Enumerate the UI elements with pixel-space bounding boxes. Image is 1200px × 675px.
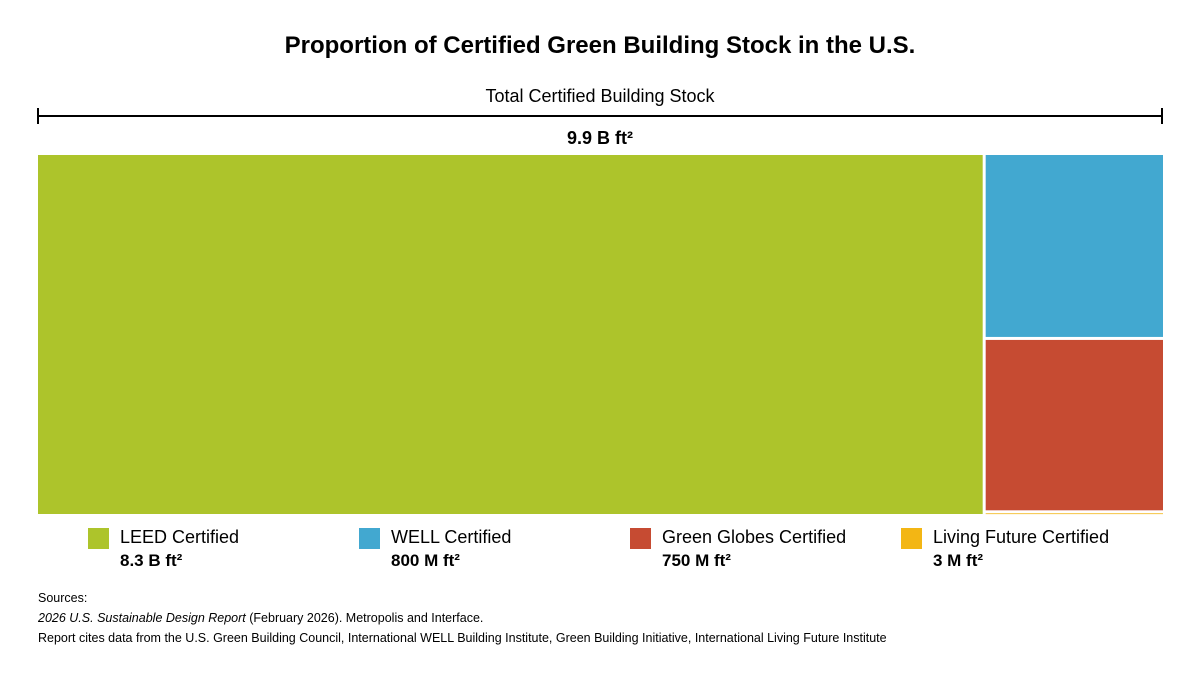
legend-label-green-globes: Green Globes Certified xyxy=(662,527,847,547)
treemap-block-living-future xyxy=(985,513,1163,515)
legend-label-well: WELL Certified xyxy=(391,527,512,547)
treemap-chart xyxy=(38,155,1163,515)
total-stock-label: Total Certified Building Stock xyxy=(485,86,715,106)
total-span-bracket xyxy=(37,108,1163,124)
sources-note: Sources: 2026 U.S. Sustainable Design Re… xyxy=(38,588,887,648)
legend-swatch-living-future xyxy=(901,528,922,549)
treemap-block-well xyxy=(985,155,1163,337)
legend-label-living-future: Living Future Certified xyxy=(933,527,1110,547)
legend-label-leed: LEED Certified xyxy=(120,527,240,547)
legend-value-leed: 8.3 B ft² xyxy=(120,551,183,570)
sources-citation: 2026 U.S. Sustainable Design Report (Feb… xyxy=(38,608,887,628)
sources-heading: Sources: xyxy=(38,591,88,605)
legend-swatch-leed xyxy=(88,528,109,549)
sources-data-note: Report cites data from the U.S. Green Bu… xyxy=(38,631,887,645)
legend-value-green-globes: 750 M ft² xyxy=(662,551,731,570)
legend-swatch-green-globes xyxy=(630,528,651,549)
report-details: (February 2026). Metropolis and Interfac… xyxy=(245,611,484,625)
treemap-block-green-globes xyxy=(985,339,1163,511)
legend-value-well: 800 M ft² xyxy=(391,551,460,570)
legend-swatch-well xyxy=(359,528,380,549)
treemap-block-leed xyxy=(38,155,983,514)
total-stock-value: 9.9 B ft² xyxy=(566,128,633,148)
legend-value-living-future: 3 M ft² xyxy=(933,551,984,570)
report-title: 2026 U.S. Sustainable Design Report xyxy=(38,611,246,625)
chart-title: Proportion of Certified Green Building S… xyxy=(284,32,916,59)
